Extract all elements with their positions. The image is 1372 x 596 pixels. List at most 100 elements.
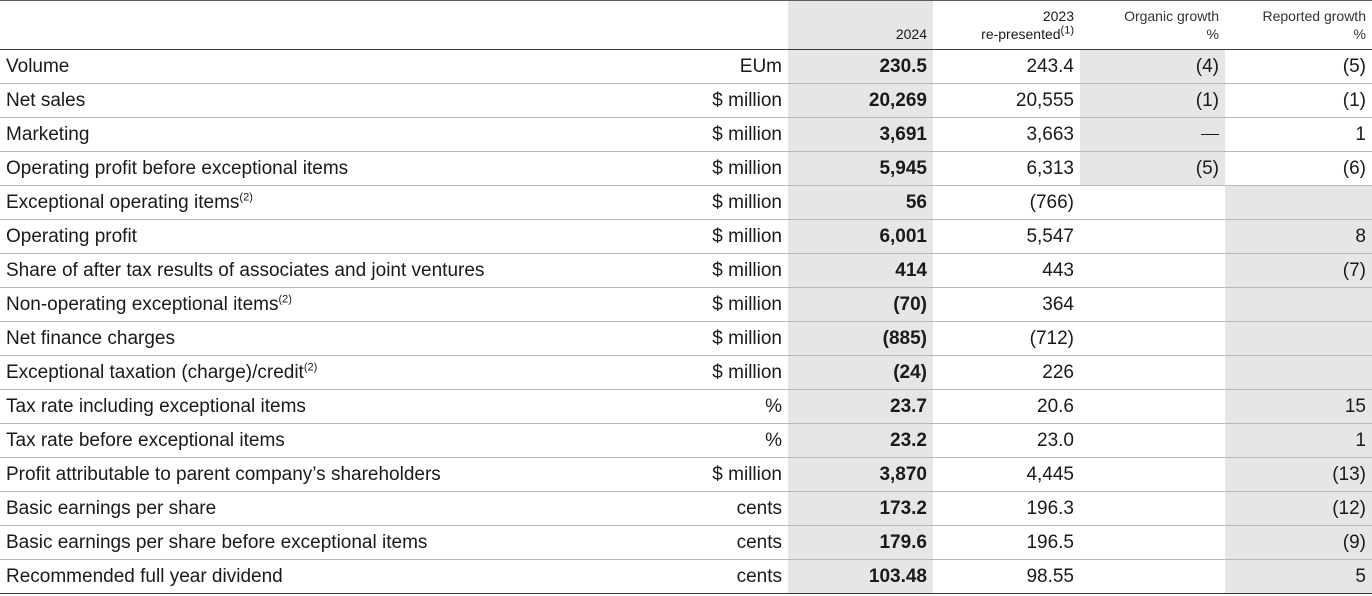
organic-growth [1080, 525, 1225, 560]
footnote-ref: (2) [239, 191, 253, 204]
value-2024: 6,001 [788, 219, 933, 254]
row-label: Volume [0, 49, 640, 84]
value-2023: 6,313 [933, 151, 1080, 186]
organic-growth [1080, 491, 1225, 526]
reported-growth: (5) [1225, 49, 1372, 84]
organic-growth [1080, 389, 1225, 424]
organic-growth [1080, 355, 1225, 390]
value-2024: 414 [788, 253, 933, 288]
table-row: Marketing $ million 3,691 3,663 1 [0, 117, 1372, 152]
table-body: Volume EUm 230.5 243.4 (4) (5) Net sales $ mill… [0, 49, 1372, 594]
value-2024: 230.5 [788, 49, 933, 84]
value-2023: 20.6 [933, 389, 1080, 424]
reported-growth: (13) [1225, 457, 1372, 492]
value-2023: 3,663 [933, 117, 1080, 152]
row-label: Basic earnings per share before exceptio… [0, 525, 640, 560]
table-row: Operating profit $ million 6,001 5,547 8 [0, 219, 1372, 254]
table-row: Tax rate before exceptional items% 23.2 23… [0, 423, 1372, 458]
reported-growth: 5 [1225, 559, 1372, 594]
row-unit: $ million [640, 355, 788, 390]
header-reported-unit: % [1353, 26, 1366, 42]
table-row: Non-operating exceptional items(2) $ mill… [0, 287, 1372, 322]
value-2024: (24) [788, 355, 933, 390]
value-2023: 98.55 [933, 559, 1080, 594]
reported-growth: (1) [1225, 83, 1372, 118]
table-row: Recommended full year dividend cents 103.4… [0, 559, 1372, 594]
table-header-row: 2024 2023 re-presented(1) Organic growth… [0, 0, 1372, 50]
header-organic-growth: Organic growth % [1080, 0, 1225, 50]
row-unit: $ million [640, 287, 788, 322]
row-unit: $ million [640, 83, 788, 118]
value-2024: 23.7 [788, 389, 933, 424]
row-label-text: Operating profit [6, 225, 137, 247]
value-2024: 103.48 [788, 559, 933, 594]
value-2024: 3,870 [788, 457, 933, 492]
row-unit: $ million [640, 457, 788, 492]
row-label: Profit attributable to parent company’s … [0, 457, 640, 492]
table-row: Share of after tax results of associates… [0, 253, 1372, 288]
organic-growth: (5) [1080, 151, 1225, 186]
row-label-text: Basic earnings per share before exceptio… [6, 531, 428, 553]
organic-growth [1080, 287, 1225, 322]
row-unit: $ million [640, 253, 788, 288]
header-2023-represented: re-presented [981, 26, 1061, 42]
reported-growth [1225, 321, 1372, 356]
organic-growth [1080, 253, 1225, 288]
row-unit: cents [640, 559, 788, 594]
header-organic-unit: % [1206, 26, 1219, 42]
row-label-text: Profit attributable to parent company’s … [6, 463, 441, 485]
organic-growth [1080, 185, 1225, 220]
row-label-text: Exceptional taxation (charge)/credit [6, 361, 304, 383]
row-label: Exceptional operating items(2) [0, 185, 640, 220]
table-row: Exceptional operating items(2) $ million 5… [0, 185, 1372, 220]
value-2023: 5,547 [933, 219, 1080, 254]
footnote-ref: (2) [278, 293, 292, 306]
value-2023: (766) [933, 185, 1080, 220]
row-unit: $ million [640, 151, 788, 186]
header-reported-growth: Reported growth % [1225, 0, 1372, 50]
row-unit: $ million [640, 321, 788, 356]
header-2023: 2023 re-presented(1) [933, 0, 1080, 50]
row-label-text: Marketing [6, 123, 90, 145]
header-2024: 2024 [788, 0, 933, 50]
row-label-text: Tax rate before exceptional items [6, 429, 285, 451]
value-2024: 3,691 [788, 117, 933, 152]
value-2023: 443 [933, 253, 1080, 288]
value-2023: 4,445 [933, 457, 1080, 492]
row-label-text: Basic earnings per share [6, 497, 217, 519]
row-unit: % [640, 389, 788, 424]
value-2023: 23.0 [933, 423, 1080, 458]
table-row: Net sales $ million 20,269 20,555 (1) (1) [0, 83, 1372, 118]
value-2023: 243.4 [933, 49, 1080, 84]
value-2023: 226 [933, 355, 1080, 390]
row-unit: EUm [640, 49, 788, 84]
reported-growth: (9) [1225, 525, 1372, 560]
reported-growth: 1 [1225, 117, 1372, 152]
header-2023-year: 2023 [1042, 8, 1074, 24]
organic-growth [1080, 423, 1225, 458]
value-2023: 196.3 [933, 491, 1080, 526]
reported-growth: 8 [1225, 219, 1372, 254]
reported-growth [1225, 355, 1372, 390]
row-label-text: Non-operating exceptional items [6, 293, 279, 315]
organic-growth [1080, 219, 1225, 254]
table-row: Basic earnings per share before exceptio… [0, 525, 1372, 560]
reported-growth [1225, 185, 1372, 220]
row-label: Non-operating exceptional items(2) [0, 287, 640, 322]
reported-growth: (7) [1225, 253, 1372, 288]
reported-growth: (6) [1225, 151, 1372, 186]
reported-growth: 1 [1225, 423, 1372, 458]
value-2024: 56 [788, 185, 933, 220]
table-row: Operating profit before exceptional item… [0, 151, 1372, 186]
value-2023: (712) [933, 321, 1080, 356]
table-row: Basic earnings per share cents 173.2 196.3 (… [0, 491, 1372, 526]
row-label: Share of after tax results of associates… [0, 253, 640, 288]
value-2023: 364 [933, 287, 1080, 322]
table-row: Exceptional taxation (charge)/credit(2) $… [0, 355, 1372, 390]
row-unit: $ million [640, 117, 788, 152]
header-2024-text: 2024 [895, 26, 927, 42]
row-unit: $ million [640, 185, 788, 220]
reported-growth: (12) [1225, 491, 1372, 526]
organic-growth: (4) [1080, 49, 1225, 84]
